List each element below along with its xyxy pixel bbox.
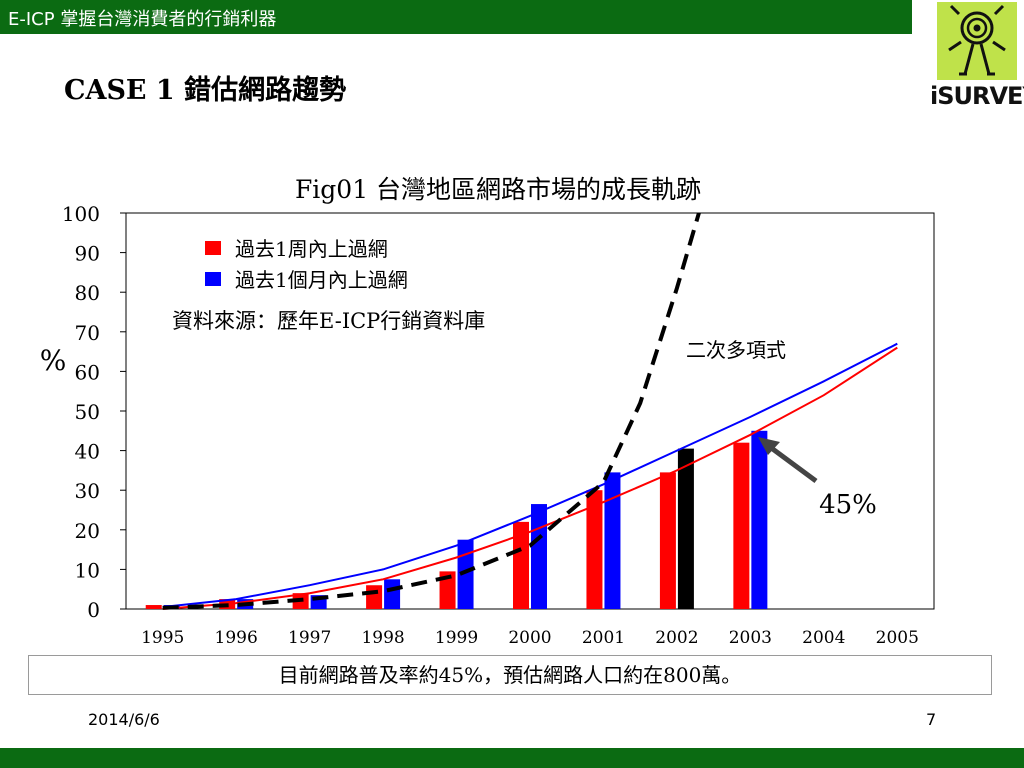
trend-lines — [162, 212, 898, 610]
bar-2000-0 — [513, 521, 529, 609]
y-axis-label: % — [40, 344, 67, 377]
y-tick-label: 40 — [75, 440, 100, 464]
x-tick-label: 1999 — [435, 628, 478, 648]
x-tick-label: 1995 — [141, 628, 184, 648]
x-tick-label: 2002 — [655, 628, 698, 648]
x-tick-label: 1997 — [288, 628, 331, 648]
y-axis: 0 10 20 30 40 50 60 70 80 90 100 — [62, 202, 126, 622]
case-title: CASE 1 錯估網路趨勢 — [64, 75, 347, 106]
summary-box: 目前網路普及率約45%，預估網路人口約在800萬。 — [28, 655, 992, 695]
x-tick-label: 1998 — [361, 628, 404, 648]
bar-1999-0 — [439, 571, 456, 609]
x-tick-label: 2005 — [876, 628, 919, 648]
chart-title: Fig01 台灣地區網路市場的成長軌跡 — [295, 175, 701, 204]
y-tick-label: 70 — [75, 321, 100, 345]
header-bar: E-ICP 掌握台灣消費者的行銷利器 — [0, 0, 912, 34]
bar-2002-1 — [677, 448, 694, 609]
trend-label: 二次多項式 — [686, 338, 786, 362]
header-title: E-ICP 掌握台灣消費者的行銷利器 — [8, 9, 277, 30]
y-tick-label: 100 — [62, 202, 100, 226]
internet-growth-chart: Fig01 台灣地區網路市場的成長軌跡 0 10 20 30 40 50 60 70 80 90 1… — [40, 175, 935, 648]
logo-eye-icon — [937, 2, 1017, 80]
legend-swatch-monthly — [205, 272, 221, 286]
y-tick-label: 30 — [75, 479, 100, 503]
y-tick-label: 50 — [75, 400, 100, 424]
annotation-arrow — [768, 444, 818, 484]
y-tick-label: 60 — [75, 360, 100, 384]
annotation-45-percent: 45% — [819, 490, 877, 520]
y-tick-label: 20 — [75, 519, 100, 543]
y-tick-label: 90 — [75, 242, 100, 266]
footer-bar — [0, 748, 1024, 768]
bar-1998-1 — [384, 579, 401, 609]
trend-line-0 — [162, 342, 898, 608]
annotation-arrowhead — [758, 437, 780, 455]
source-note: 資料來源：歷年E-ICP行銷資料庫 — [172, 309, 485, 333]
bar-1995-0 — [145, 605, 162, 609]
x-tick-label: 2000 — [508, 628, 551, 648]
logo-wordmark: iSURVEY — [930, 82, 1024, 110]
legend-swatch-weekly — [205, 241, 221, 255]
x-tick-label: 2003 — [729, 628, 772, 648]
bar-2000-1 — [531, 504, 547, 609]
legend-label-weekly: 過去1周內上過網 — [235, 237, 388, 261]
legend-label-monthly: 過去1個月內上過網 — [235, 268, 408, 292]
page-number: 7 — [926, 710, 937, 729]
bar-2003-1 — [751, 430, 768, 609]
y-tick-label: 10 — [75, 558, 100, 582]
x-tick-label: 2004 — [802, 628, 845, 648]
trend-line-2 — [162, 212, 701, 610]
bar-2003-0 — [733, 442, 750, 609]
y-tick-label: 0 — [87, 598, 100, 622]
bar-2001-1 — [604, 472, 621, 609]
bar-1999-1 — [457, 539, 474, 609]
bar-1998-0 — [366, 585, 383, 609]
bar-2001-0 — [586, 490, 603, 609]
footer-date: 2014/6/6 — [88, 710, 160, 729]
trend-line-1 — [162, 346, 898, 610]
x-axis: 1995 1996 1997 1998 1999 2000 2001 2002 2003 2004… — [141, 628, 919, 648]
bar-series — [145, 430, 768, 609]
x-tick-label: 1996 — [215, 628, 258, 648]
x-tick-label: 2001 — [582, 628, 625, 648]
isurvey-logo: iSURVEY — [930, 0, 1024, 125]
y-tick-label: 80 — [75, 281, 100, 305]
bar-2002-0 — [659, 472, 676, 609]
